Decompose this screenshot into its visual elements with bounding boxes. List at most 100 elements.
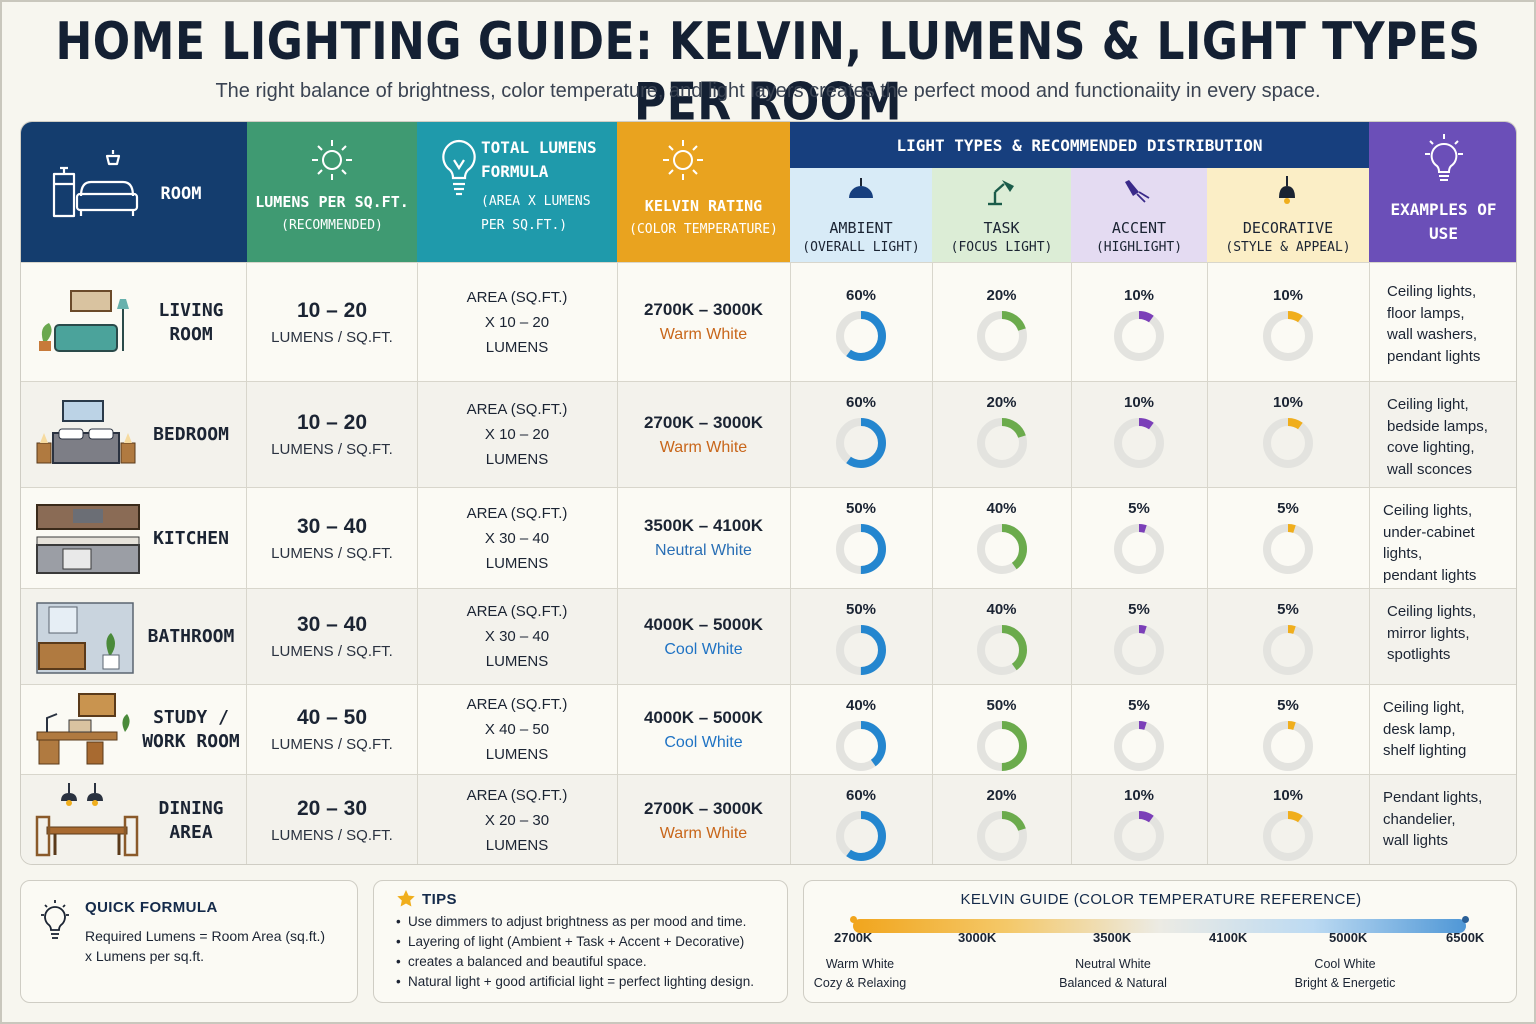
kelvin-header-sub: (COLOR TEMPERATURE): [629, 222, 778, 237]
kelvin-cell: 2700K – 3000K Warm White: [617, 775, 790, 864]
formula-cell: AREA (SQ.FT.) X 30 – 40 LUMENS: [417, 589, 617, 684]
bedroom-illustration: [36, 400, 136, 464]
ambient-percent: 40%: [845, 697, 877, 714]
donut-track: [1114, 625, 1164, 675]
accent-donut: [1114, 811, 1164, 861]
task-donut-arc: [976, 311, 1027, 361]
task-title: TASK: [983, 219, 1020, 237]
room-name: DINING AREA: [141, 797, 241, 845]
lumens-range: 10 – 20: [296, 411, 368, 434]
room-name-line: WORK ROOM: [142, 731, 240, 752]
decorative-donut: [1263, 418, 1313, 468]
cool-sub: Bright & Energetic: [1294, 976, 1396, 990]
lumens-range: 10 – 20: [296, 298, 368, 322]
lumens-cell: 20 – 30 LUMENS / SQ.FT.: [247, 775, 417, 864]
task-percent: 20%: [986, 394, 1017, 411]
example-line: under-cabinet lights,: [1383, 523, 1475, 563]
sun-icon: [663, 140, 703, 180]
formula-line: X 30 – 40: [484, 628, 550, 645]
formula-line: LUMENS: [485, 746, 549, 763]
task-percent: 40%: [986, 500, 1017, 517]
kelvin-start-marker: [850, 916, 857, 923]
example-line: Ceiling lights,: [1383, 502, 1473, 519]
kelvin-tick: 4100K: [1209, 930, 1248, 945]
examples-title-2: USE: [1429, 224, 1458, 243]
donut-track: [1263, 418, 1313, 468]
decorative-donut-arc: [1263, 524, 1313, 574]
kelvin-cell: 3500K – 4100K Neutral White: [617, 488, 790, 588]
decorative-donut-arc: [1263, 311, 1313, 361]
decorative-donut: [1263, 811, 1313, 861]
tip-item: Natural light + good artificial light = …: [396, 972, 786, 992]
lumens-cell: 10 – 20 LUMENS / SQ.FT.: [247, 382, 417, 487]
donut-track: [1114, 721, 1164, 771]
table-row: LIVING ROOM 10 – 20 LUMENS / SQ.FT. AREA (SQ…: [21, 262, 1516, 381]
ambient-percent: 50%: [845, 500, 877, 517]
lightbulb-icon: [1425, 134, 1463, 181]
table-row: STUDY / WORK ROOM 40 – 50 LUMENS / SQ.FT. AR…: [21, 684, 1516, 774]
kelvin-label: Neutral White: [655, 542, 752, 559]
formula-line: X 10 – 20: [484, 426, 550, 443]
kelvin-range: 2700K – 3000K: [643, 798, 764, 818]
lumens-header-label: LUMENS PER SQ.FT. (RECOMMENDED): [247, 190, 417, 238]
kelvin-column-header: KELVIN RATING (COLOR TEMPERATURE): [617, 122, 790, 262]
task-percent: 40%: [986, 601, 1017, 618]
example-line: pendant lights: [1383, 566, 1477, 584]
example-line: chandelier,: [1383, 810, 1456, 828]
table-row: DINING AREA 20 – 30 LUMENS / SQ.FT. AREA (SQ…: [21, 774, 1516, 864]
kelvin-tick: 3500K: [1093, 930, 1132, 945]
donut-track: [1263, 625, 1313, 675]
quick-formula-line-1: Required Lumens = Room Area (sq.ft.): [85, 928, 326, 944]
decorative-header: DECORATIVE (STYLE & APPEAL): [1207, 168, 1369, 262]
examples-cell: Pendant lights, chandelier, wall lights: [1383, 787, 1515, 852]
task-percent: 50%: [986, 697, 1017, 714]
sun-icon: [312, 140, 352, 180]
kelvin-warm-label: Warm White Cozy & Relaxing: [810, 955, 910, 993]
decorative-donut: [1263, 625, 1313, 675]
dining-area-illustration: [35, 783, 139, 857]
quick-formula-title: QUICK FORMULA: [85, 899, 218, 916]
formula-header-title-1: TOTAL LUMENS: [481, 138, 597, 157]
kelvin-range: 4000K – 5000K: [643, 707, 764, 727]
accent-donut: [1114, 524, 1164, 574]
column-divider: [1369, 262, 1370, 864]
formula-line: AREA (SQ.FT.): [466, 401, 568, 418]
ambient-percent: 60%: [845, 287, 877, 304]
formula-line: AREA (SQ.FT.): [466, 504, 568, 522]
tip-item: Use dimmers to adjust brightness as per …: [396, 912, 786, 932]
ambient-donut-arc: [836, 625, 886, 675]
examples-column-header: EXAMPLES OF USE: [1369, 122, 1516, 262]
quick-formula-box: QUICK FORMULA Required Lumens = Room Are…: [20, 880, 358, 1003]
room-name: LIVING ROOM: [141, 299, 241, 347]
donut-track: [1263, 311, 1313, 361]
kelvin-cell: 4000K – 5000K Cool White: [617, 685, 790, 774]
formula-line: LUMENS: [485, 338, 549, 356]
lumens-cell: 30 – 40 LUMENS / SQ.FT.: [247, 488, 417, 588]
light-types-header-label: LIGHT TYPES & RECOMMENDED DISTRIBUTION: [896, 136, 1263, 155]
example-line: Ceiling light,: [1383, 699, 1465, 716]
accent-donut-arc: [1114, 524, 1164, 574]
accent-percent: 5%: [1128, 500, 1150, 517]
lumens-range: 30 – 40: [296, 613, 368, 636]
room-name: KITCHEN: [141, 527, 241, 551]
kelvin-tick: 5000K: [1329, 930, 1368, 945]
lumens-range: 30 – 40: [296, 514, 368, 538]
examples-cell: Ceiling lights, under-cabinet lights, pend…: [1383, 500, 1515, 586]
kelvin-cell: 4000K – 5000K Cool White: [617, 589, 790, 684]
example-line: bedside lamps,: [1387, 417, 1488, 435]
task-percent: 20%: [986, 787, 1017, 804]
kelvin-label: Cool White: [664, 733, 743, 751]
lumens-unit: LUMENS / SQ.FT.: [271, 441, 393, 458]
ambient-donut-arc: [836, 811, 886, 861]
decorative-percent: 5%: [1277, 697, 1299, 714]
accent-donut: [1114, 721, 1164, 771]
neutral-sub: Balanced & Natural: [1059, 976, 1167, 990]
ambient-donut-arc: [836, 524, 886, 574]
formula-line: AREA (SQ.FT.): [466, 787, 568, 804]
formula-line: AREA (SQ.FT.): [466, 696, 568, 713]
kelvin-tick: 6500K: [1446, 930, 1485, 945]
tip-item-continued-text: creates a balanced and beautiful space.: [408, 954, 647, 969]
lightbulb-icon: [41, 900, 69, 939]
lumens-header-title: LUMENS PER SQ.FT.: [255, 193, 409, 211]
desk-lamp-icon: [988, 180, 1014, 206]
